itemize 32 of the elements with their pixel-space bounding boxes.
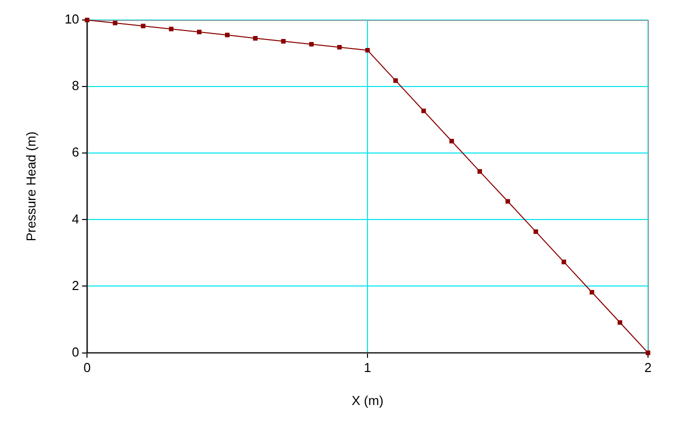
point xyxy=(477,169,482,174)
point xyxy=(449,138,454,144)
point xyxy=(196,30,202,34)
point xyxy=(112,20,118,26)
point xyxy=(337,45,342,50)
point xyxy=(590,290,594,294)
point xyxy=(84,18,90,22)
y-tick-label: 8 xyxy=(72,78,80,94)
point xyxy=(618,320,622,325)
y-tick-label: 6 xyxy=(72,144,80,160)
x-tick-label: 1 xyxy=(364,360,372,376)
point xyxy=(309,42,314,47)
point xyxy=(168,26,174,32)
point xyxy=(225,32,230,38)
point xyxy=(281,39,286,44)
y-tick-label: 0 xyxy=(72,344,80,360)
point xyxy=(421,108,426,114)
x-tick-label: 0 xyxy=(83,360,91,376)
y-tick-label: 2 xyxy=(72,278,80,293)
y-axis-title: Pressure Head (m) xyxy=(23,131,38,242)
point xyxy=(253,36,258,41)
y-tick-label: 10 xyxy=(64,12,80,27)
point xyxy=(646,350,650,356)
point xyxy=(534,229,538,234)
point xyxy=(393,78,398,83)
point xyxy=(365,48,370,53)
point xyxy=(562,260,566,264)
x-tick-label: 2 xyxy=(644,360,652,376)
x-axis-title: X (m) xyxy=(352,392,384,408)
point xyxy=(505,199,510,204)
point xyxy=(140,24,146,28)
y-tick-label: 4 xyxy=(72,211,80,226)
